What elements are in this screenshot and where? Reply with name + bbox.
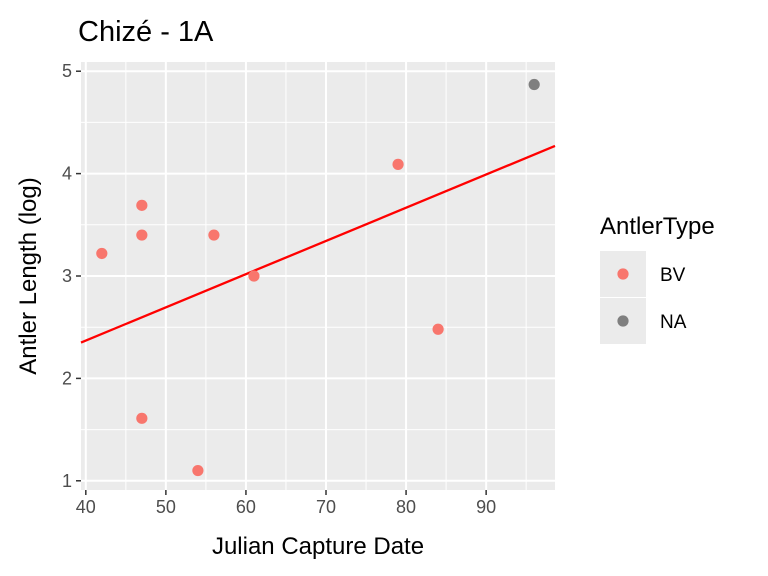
data-point-bv [136,229,148,241]
axes: 40 50 60 70 80 90 1 2 3 4 5 [62,61,496,517]
x-tick-label: 50 [156,497,176,517]
data-points [96,78,540,477]
data-point-bv [208,229,220,241]
x-tick-label: 90 [476,497,496,517]
x-axis-title: Julian Capture Date [212,533,424,560]
x-tick-label: 40 [76,497,96,517]
trend-line-layer [80,144,556,344]
data-point-na [528,78,540,91]
grid-lines [81,62,555,490]
data-point-bv [96,247,108,260]
data-point-bv [392,158,404,170]
legend-title: AntlerType [600,213,715,240]
trend-line [80,144,556,344]
y-tick-label: 5 [62,61,72,81]
legend-label-bv: BV [660,265,686,286]
x-tick-label: 70 [316,497,336,517]
legend: AntlerType BV NA [600,213,715,344]
legend-marker-na [617,315,629,327]
data-point-bv [432,323,444,335]
data-point-bv [248,270,260,282]
data-point-bv [136,412,148,424]
data-point-bv [136,199,148,211]
legend-label-na: NA [660,312,687,333]
x-tick-label: 60 [236,497,256,517]
y-tick-label: 1 [62,471,72,491]
y-tick-label: 3 [62,266,72,286]
x-tick-label: 80 [396,497,416,517]
data-point-bv [192,464,204,477]
legend-marker-bv [617,268,629,280]
chart-title: Chizé - 1A [78,16,214,48]
y-tick-label: 2 [62,368,72,388]
y-axis-title: Antler Length (log) [15,177,42,374]
y-tick-label: 4 [62,164,72,184]
